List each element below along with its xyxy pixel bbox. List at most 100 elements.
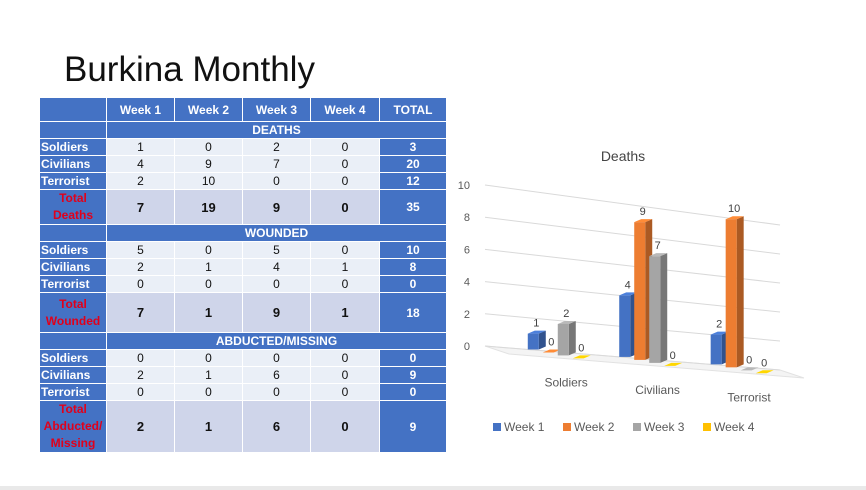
table-cell: 10 bbox=[174, 172, 243, 190]
total-label: Total Wounded bbox=[39, 292, 107, 333]
data-table: Week 1 Week 2 Week 3 Week 4 TOTAL DEATHS… bbox=[39, 97, 447, 453]
legend-label: Week 1 bbox=[504, 420, 545, 434]
category-label: Soldiers bbox=[544, 375, 587, 389]
table-cell: 0 bbox=[174, 349, 243, 367]
legend-label: Week 3 bbox=[644, 420, 685, 434]
row-label: Terrorist bbox=[39, 275, 107, 293]
bar-side bbox=[660, 253, 668, 363]
row-total: 0 bbox=[379, 383, 447, 401]
table-cell: 6 bbox=[242, 366, 311, 384]
table-cell: 7 bbox=[242, 155, 311, 173]
data-label: 0 bbox=[761, 357, 767, 369]
section-title: ABDUCTED/MISSING bbox=[106, 332, 447, 350]
table-row: Civilians 2 1 6 0 9 bbox=[39, 366, 447, 384]
bar-top bbox=[755, 370, 774, 374]
legend-label: Week 4 bbox=[714, 420, 755, 434]
table-row: Terrorist 0 0 0 0 0 bbox=[39, 275, 447, 293]
bar bbox=[649, 256, 661, 363]
table-cell: 1 bbox=[174, 258, 243, 276]
table-cell: 0 bbox=[174, 138, 243, 156]
bar-top bbox=[634, 219, 653, 223]
column-header: Week 1 bbox=[106, 97, 175, 122]
total-label-line: Abducted/ bbox=[43, 419, 103, 433]
table-cell: 0 bbox=[174, 241, 243, 259]
table-cell: 2 bbox=[242, 138, 311, 156]
table-cell: 0 bbox=[242, 172, 311, 190]
row-label: Terrorist bbox=[39, 172, 107, 190]
table-row: Soldiers 5 0 5 0 10 bbox=[39, 241, 447, 259]
data-label: 1 bbox=[533, 318, 539, 330]
total-cell: 9 bbox=[242, 292, 311, 333]
total-cell: 9 bbox=[242, 189, 311, 225]
data-label: 9 bbox=[640, 206, 646, 218]
total-cell: 2 bbox=[106, 400, 175, 453]
table-row: Soldiers 0 0 0 0 0 bbox=[39, 349, 447, 367]
column-header: TOTAL bbox=[379, 97, 447, 122]
row-label: Soldiers bbox=[39, 349, 107, 367]
table-cell: 4 bbox=[242, 258, 311, 276]
bar-top bbox=[557, 320, 576, 324]
section-corner bbox=[39, 121, 107, 139]
bar-top bbox=[725, 216, 744, 220]
table-cell: 0 bbox=[242, 383, 311, 401]
data-label: 0 bbox=[548, 336, 554, 348]
table-cell: 0 bbox=[310, 241, 380, 259]
table-cell: 1 bbox=[174, 366, 243, 384]
table-cell: 5 bbox=[106, 241, 175, 259]
total-cell: 0 bbox=[310, 400, 380, 453]
bar bbox=[710, 334, 722, 365]
grand-total: 18 bbox=[379, 292, 447, 333]
table-header-row: Week 1 Week 2 Week 3 Week 4 TOTAL bbox=[39, 97, 447, 122]
section-title: DEATHS bbox=[106, 121, 447, 139]
bar-top bbox=[664, 362, 683, 366]
table-cell: 2 bbox=[106, 172, 175, 190]
data-label: 0 bbox=[578, 342, 584, 354]
total-cell: 1 bbox=[310, 292, 380, 333]
total-row: Total Wounded 7 1 9 1 18 bbox=[39, 292, 447, 333]
table-cell: 0 bbox=[242, 349, 311, 367]
category-label: Civilians bbox=[635, 383, 680, 397]
row-label: Soldiers bbox=[39, 138, 107, 156]
bar-top bbox=[649, 253, 668, 257]
row-label: Terrorist bbox=[39, 383, 107, 401]
table-row: Soldiers 1 0 2 0 3 bbox=[39, 138, 447, 156]
row-total: 12 bbox=[379, 172, 447, 190]
total-cell: 1 bbox=[174, 400, 243, 453]
table-cell: 2 bbox=[106, 366, 175, 384]
data-label: 7 bbox=[655, 240, 661, 252]
table-cell: 0 bbox=[310, 172, 380, 190]
row-total: 0 bbox=[379, 349, 447, 367]
data-label: 4 bbox=[625, 279, 631, 291]
table-cell: 0 bbox=[106, 275, 175, 293]
legend-swatch bbox=[563, 423, 571, 431]
table-row: Civilians 2 1 4 1 8 bbox=[39, 258, 447, 276]
bar-top bbox=[710, 331, 729, 335]
table-cell: 4 bbox=[106, 155, 175, 173]
section-corner bbox=[39, 224, 107, 242]
bar-top bbox=[740, 367, 759, 371]
bar-top bbox=[572, 355, 591, 359]
y-tick-label: 0 bbox=[464, 341, 470, 353]
table-cell: 1 bbox=[106, 138, 175, 156]
section-corner bbox=[39, 332, 107, 350]
row-total: 8 bbox=[379, 258, 447, 276]
bar-top bbox=[542, 349, 561, 353]
table-cell: 9 bbox=[174, 155, 243, 173]
row-label: Civilians bbox=[39, 366, 107, 384]
total-cell: 1 bbox=[174, 292, 243, 333]
legend-label: Week 2 bbox=[574, 420, 615, 434]
table-cell: 0 bbox=[310, 138, 380, 156]
row-total: 10 bbox=[379, 241, 447, 259]
table-cell: 0 bbox=[174, 275, 243, 293]
section-row: ABDUCTED/MISSING bbox=[39, 332, 447, 350]
table-cell: 0 bbox=[106, 383, 175, 401]
total-cell: 7 bbox=[106, 189, 175, 225]
total-label: Total Abducted/Missing bbox=[39, 400, 107, 453]
deaths-chart: Deaths02468101020Soldiers4970Civilians21… bbox=[458, 148, 805, 434]
data-label: 0 bbox=[670, 350, 676, 362]
total-label-line: Total bbox=[59, 402, 87, 416]
total-label-line: Total bbox=[59, 191, 87, 205]
row-label: Civilians bbox=[39, 258, 107, 276]
table-row: Terrorist 2 10 0 0 12 bbox=[39, 172, 447, 190]
